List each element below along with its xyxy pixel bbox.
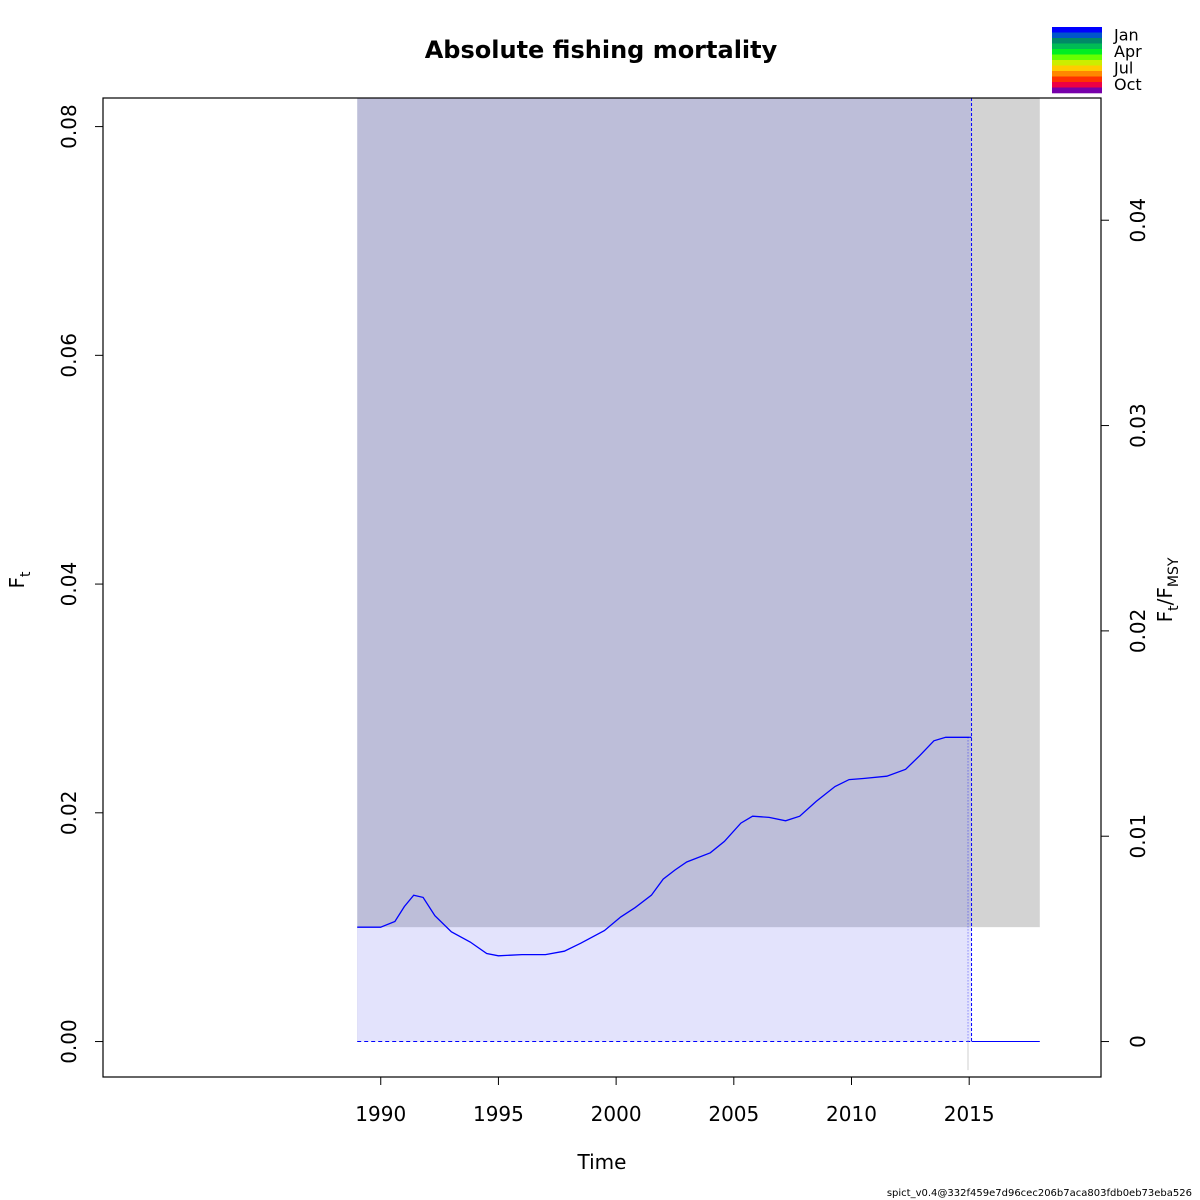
x-axis: 1990 1995 2000 2005 2010 2015	[355, 1076, 995, 1126]
legend-swatch	[1052, 38, 1102, 44]
legend-swatch	[1052, 60, 1102, 66]
y-tick-label: 0.04	[57, 562, 81, 607]
legend-swatch	[1052, 49, 1102, 55]
y2-tick-label: 0.03	[1126, 403, 1150, 448]
legend-label: Jan	[1113, 26, 1139, 45]
y-tick-label: 0.02	[57, 791, 81, 836]
legend-swatch	[1052, 43, 1102, 50]
x-tick-label: 1990	[355, 1102, 406, 1126]
legend-swatch	[1052, 27, 1102, 33]
legend-swatch	[1052, 32, 1102, 39]
x-tick-label: 2015	[944, 1102, 995, 1126]
forecast-region	[971, 98, 1040, 928]
legend-swatch	[1052, 71, 1102, 77]
legend-label: Jul	[1113, 59, 1133, 78]
f-estimate-line	[357, 736, 970, 957]
x-tick-label: 1995	[473, 1102, 524, 1126]
legend-swatch	[1052, 65, 1102, 72]
y2-tick-label: 0	[1126, 1035, 1150, 1048]
x-tick-label: 2000	[591, 1102, 642, 1126]
version-footer: spict_v0.4@332f459e7d96cec206b7aca803fdb…	[887, 1188, 1192, 1199]
legend-swatch	[1052, 87, 1102, 94]
y-tick-label: 0.00	[57, 1019, 81, 1064]
data-lines	[357, 98, 1040, 1071]
y2-tick-label: 0.01	[1126, 814, 1150, 859]
legend-label: Oct	[1114, 75, 1142, 94]
legend-label: Apr	[1114, 42, 1142, 61]
legend-swatch	[1052, 54, 1102, 61]
y2-tick-label: 0.04	[1126, 198, 1150, 243]
y2-axis: 0 0.01 0.02 0.03 0.04	[1100, 198, 1150, 1048]
y-axis-label: Ft	[5, 571, 34, 589]
fmsy-band	[357, 927, 972, 1042]
legend-swatch	[1052, 76, 1102, 83]
y2-tick-label: 0.02	[1126, 609, 1150, 654]
y-axis: 0.00 0.02 0.04 0.06 0.08	[57, 104, 104, 1064]
y-tick-label: 0.08	[57, 104, 81, 149]
x-axis-label: Time	[577, 1150, 627, 1174]
chart-title: Absolute fishing mortality	[425, 36, 778, 64]
confidence-region	[357, 98, 972, 1042]
x-tick-label: 2005	[708, 1102, 759, 1126]
x-tick-label: 2010	[826, 1102, 877, 1126]
legend-swatch	[1052, 82, 1102, 88]
y-tick-label: 0.06	[57, 333, 81, 378]
shaded-regions	[357, 98, 1040, 1042]
y2-axis-label: Ft/FMSY	[1153, 557, 1182, 622]
